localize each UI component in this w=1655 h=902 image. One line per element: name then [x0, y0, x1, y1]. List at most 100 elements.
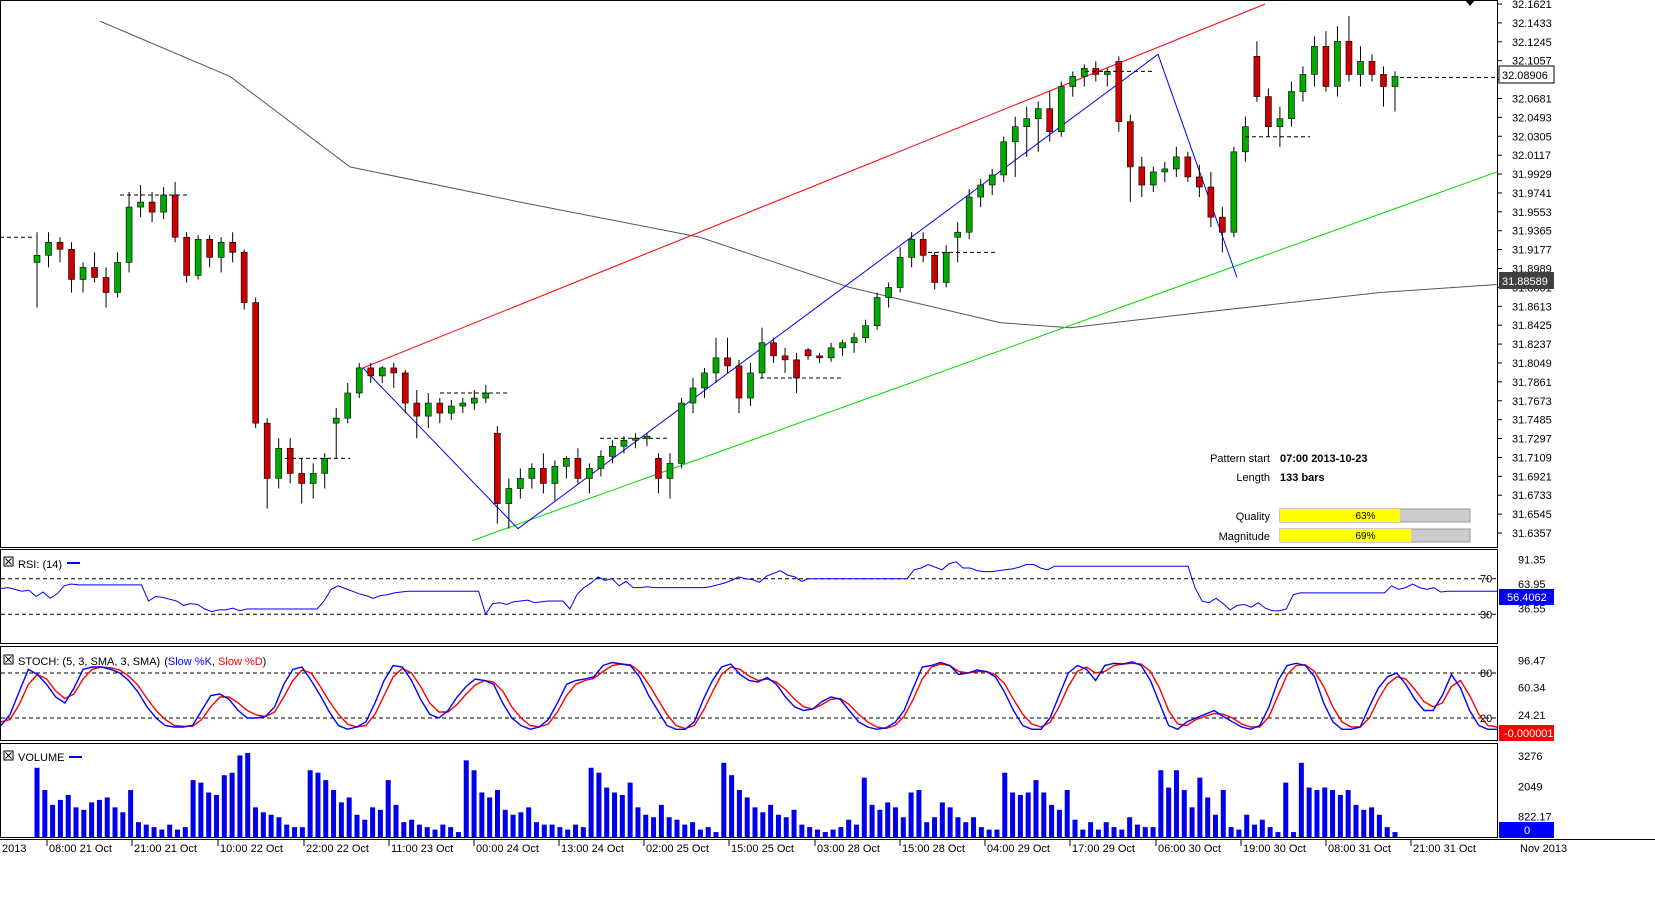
volume-bar — [96, 799, 102, 837]
volume-bar — [338, 802, 344, 837]
price-tick-label: 31.9553 — [1512, 207, 1552, 219]
volume-bar — [1361, 809, 1367, 837]
volume-bar — [908, 792, 914, 837]
volume-bar — [1173, 770, 1179, 837]
volume-bar — [814, 829, 820, 837]
volume-bar — [323, 780, 329, 837]
zigzag-line — [362, 53, 1238, 530]
pattern-info-panel: Pattern start 07:00 2013-10-23 Length 133 b… — [1210, 453, 1471, 543]
bull-candle — [678, 402, 685, 464]
bear-candle — [655, 458, 662, 479]
volume-bar — [1072, 819, 1078, 837]
pattern-bar-value: 69% — [1355, 531, 1375, 542]
volume-bar — [104, 797, 110, 837]
volume-bar — [151, 827, 157, 837]
ma-path — [99, 20, 1498, 329]
bear-candle — [1380, 74, 1387, 87]
bear-candle — [781, 355, 789, 361]
triangle-icon[interactable] — [1465, 0, 1475, 6]
bull-candle — [1288, 91, 1295, 119]
volume-bar — [690, 822, 696, 837]
volume-bar — [627, 782, 633, 837]
volume-bar — [1033, 780, 1039, 837]
volume-bar — [736, 790, 742, 837]
volume-bar — [307, 770, 313, 837]
volume-bar — [229, 772, 235, 837]
volume-bar — [916, 790, 922, 837]
bear-candle — [1265, 96, 1272, 128]
volume-bar — [1322, 787, 1328, 837]
volume-bar — [198, 782, 204, 837]
volume-bar — [799, 824, 805, 837]
price-panel: 32.162132.143332.124532.105732.086932.06… — [0, 0, 1555, 548]
bear-candle — [1253, 56, 1261, 97]
time-label: 15:00 28 Oct — [902, 843, 965, 855]
volume-bar — [1392, 832, 1398, 837]
volume-bar — [471, 770, 477, 837]
last-price-label: 32.08906 — [1502, 70, 1548, 82]
time-label: 08:00 31 Oct — [1328, 843, 1391, 855]
bear-candle — [206, 238, 213, 258]
volume-bar — [284, 824, 290, 837]
bull-candle — [471, 397, 478, 404]
rsi-title: RSI: (14) — [18, 559, 62, 571]
time-label: 11:00 23 Oct — [391, 843, 453, 855]
volume-bar — [924, 822, 930, 837]
bull-candle — [79, 267, 87, 280]
volume-bar — [1041, 792, 1047, 837]
volume-bar — [768, 804, 774, 837]
volume-bar — [42, 790, 48, 837]
bull-candle — [1391, 76, 1399, 87]
bull-candle — [885, 287, 892, 298]
time-label: Nov 2013 — [1520, 843, 1567, 855]
price-tick-label: 32.1621 — [1512, 0, 1552, 11]
volume-bar — [612, 792, 618, 837]
bull-candle — [1000, 141, 1008, 176]
bull-candle — [125, 206, 133, 263]
volume-bar — [1080, 829, 1086, 837]
bull-candle — [321, 458, 329, 474]
bull-candle — [1011, 126, 1019, 143]
volume-bar — [1010, 792, 1016, 837]
bull-candle — [850, 337, 858, 344]
volume-bar — [1259, 819, 1265, 837]
volume-bar — [557, 827, 563, 837]
stoch-panel: STOCH: (5, 3, SMA, 3, SMA) (Slow %K, Slow… — [0, 646, 1554, 741]
bear-candle — [793, 359, 800, 379]
volume-bar — [487, 797, 493, 837]
volume-bar — [1103, 822, 1109, 837]
rsi-tick-label: 70 — [1480, 574, 1492, 586]
volume-bar — [167, 824, 173, 837]
stoch-title: STOCH: (5, 3, SMA, 3, SMA) (Slow %K, Slow… — [18, 656, 266, 668]
collapse-marker[interactable] — [1465, 0, 1475, 6]
pattern-bar-value: 63% — [1355, 511, 1375, 522]
price-tick-label: 31.6733 — [1512, 490, 1552, 502]
volume-bar — [510, 814, 516, 837]
volume-bar — [448, 827, 454, 837]
bull-candle — [942, 252, 950, 283]
bear-candle — [91, 267, 98, 278]
volume-bar — [206, 792, 212, 837]
close-rsi-icon-x — [5, 558, 12, 565]
bear-candle — [540, 468, 547, 484]
pattern-bar-label: Quality — [1236, 511, 1271, 523]
volume-bar — [494, 790, 500, 837]
volume-bar — [1189, 807, 1195, 837]
volume-bar — [370, 807, 376, 837]
price-tick-label: 31.8425 — [1512, 320, 1552, 332]
bull-candle — [45, 241, 52, 256]
volume-bar — [65, 794, 71, 837]
bull-candle — [827, 347, 835, 359]
bear-candle — [436, 402, 444, 414]
price-tick-label: 31.6921 — [1512, 471, 1552, 483]
volume-bar — [1376, 814, 1382, 837]
volume-bar — [479, 792, 485, 837]
volume-bar — [424, 827, 430, 837]
volume-bar — [354, 814, 360, 837]
bull-candle — [839, 342, 846, 349]
price-tick-label: 31.7485 — [1512, 415, 1552, 427]
bear-candle — [401, 372, 409, 404]
volume-bar — [1337, 794, 1343, 837]
time-label: 19:00 30 Oct — [1243, 843, 1306, 855]
bull-candle — [482, 392, 490, 399]
